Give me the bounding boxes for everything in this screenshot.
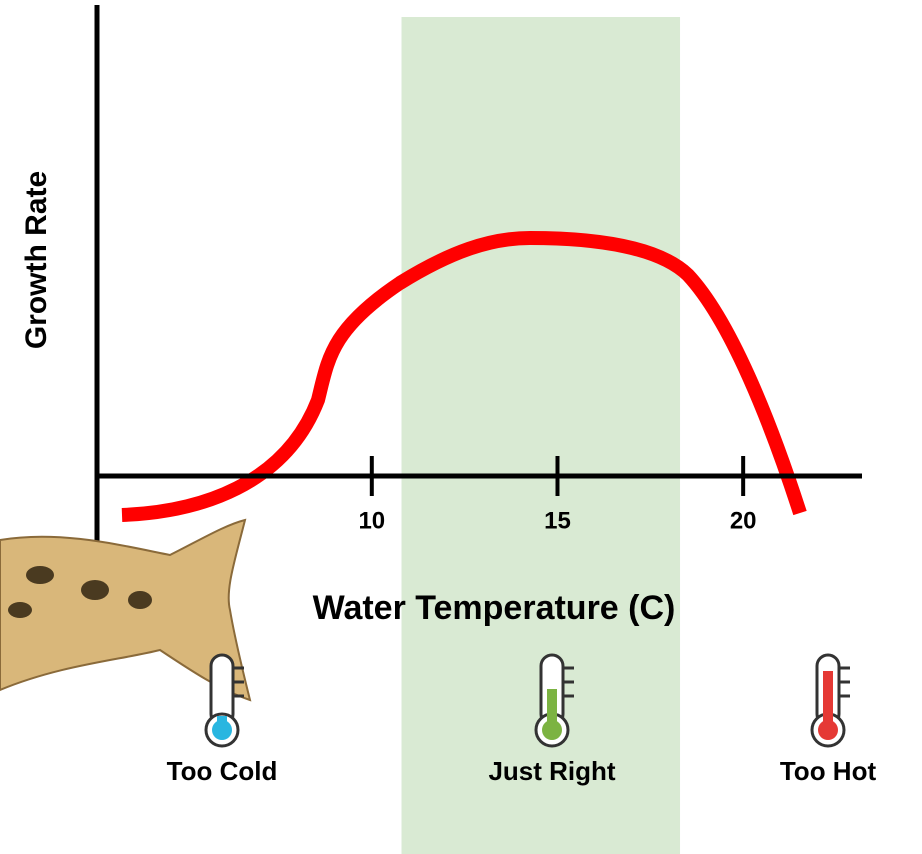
zone-label: Just Right [488,756,615,786]
chart: Growth Rate Water Temperature (C) Too Co… [0,0,922,854]
x-tick-label: 20 [730,507,757,534]
thermometer-fill [217,716,227,730]
thermometer [812,655,850,746]
zone-label: Too Hot [780,756,877,786]
x-axis-label: Water Temperature (C) [313,589,676,627]
thermometer-fill [823,671,833,730]
x-tick-label: 15 [544,507,571,534]
thermometer [206,655,244,746]
y-axis-label: Growth Rate [20,171,53,349]
zone-label: Too Cold [167,756,278,786]
page: {"chart_data": {"type": "line", "y_label… [0,0,922,854]
thermometer-fill [547,689,557,730]
x-tick-label: 10 [358,507,385,534]
